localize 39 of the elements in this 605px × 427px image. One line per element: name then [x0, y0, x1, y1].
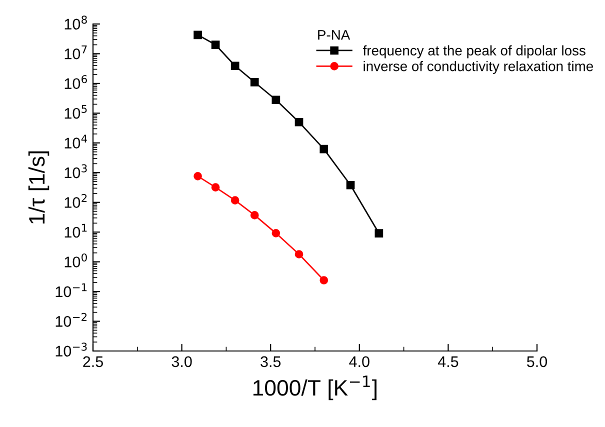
point [194, 172, 202, 180]
y-tick-label: 10$^{−3}$ [56, 342, 87, 357]
legend-label: frequency at the peak of dipolar loss [363, 45, 586, 58]
y-tick-label: 10$^{1}$ [64, 224, 87, 238]
y-tick-label: 10$^{6}$ [64, 75, 87, 90]
point [272, 96, 280, 104]
x-tick-label: 3.0 [172, 356, 192, 368]
y-tick-label: 10$^{3}$ [64, 164, 87, 178]
point [294, 118, 304, 126]
y-tick-label: 10$^{2}$ [64, 194, 87, 208]
point [194, 30, 202, 40]
point [272, 229, 280, 238]
legend-label: inverse of conductivity relaxation time [364, 61, 593, 74]
x-tick-label: 3.5 [260, 356, 281, 368]
point [294, 250, 304, 258]
y-axis-title: 1/τ [1/s] [28, 151, 50, 224]
point [346, 180, 355, 190]
point [230, 62, 240, 70]
point [320, 144, 328, 154]
x-tick-label: 4.0 [349, 356, 370, 368]
y-tick-label: 10$^{−1}$ [56, 283, 87, 298]
y-tick-label: 10$^{4}$ [64, 134, 88, 148]
y-tick-label: 10$^{8}$ [64, 16, 87, 30]
x-axis-title: 1000/T [K$^{−1}$] [253, 376, 376, 400]
point [211, 40, 220, 49]
point [250, 211, 259, 220]
y-tick-label: 10$^{7}$ [64, 46, 87, 60]
point [230, 196, 240, 205]
y-tick-label: 10$^{0}$ [64, 253, 87, 268]
point [374, 229, 384, 238]
legend-title: P-NA [318, 30, 350, 40]
point [250, 78, 259, 86]
y-tick-label: 10$^{5}$ [64, 104, 87, 119]
y-tick-label: 10$^{−2}$ [56, 312, 87, 327]
point [320, 276, 328, 284]
x-tick-label: 2.5 [83, 356, 103, 368]
x-tick-label: 5.0 [526, 356, 548, 368]
point [211, 183, 220, 192]
x-tick-label: 4.5 [438, 356, 458, 368]
